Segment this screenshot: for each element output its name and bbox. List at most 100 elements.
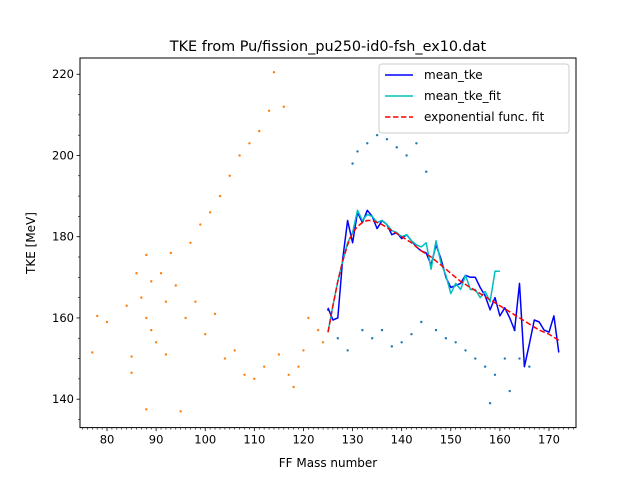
scatter-point (277, 353, 281, 356)
fit-lines (327, 209, 560, 368)
scatter-point (356, 150, 359, 153)
scatter-point (420, 320, 423, 324)
scatter-point (204, 332, 207, 336)
scatter-point (218, 194, 222, 198)
scatter-point (145, 408, 148, 411)
scatter-point (130, 355, 133, 358)
scatter-point (272, 71, 276, 74)
x-tick-label: 110 (243, 433, 265, 447)
x-tick-label: 150 (440, 433, 462, 447)
scatter-point (508, 389, 511, 393)
scatter-point (434, 328, 438, 332)
x-axis-label: FF Mass number (279, 456, 378, 470)
y-tick-label: 160 (52, 311, 74, 325)
y-tick-label: 180 (52, 230, 74, 244)
scatter-point (105, 320, 109, 324)
scatter-point (174, 284, 177, 287)
scatter-point (405, 154, 408, 157)
scatter-point (297, 365, 300, 368)
scatter-point (248, 142, 251, 145)
x-tick-label: 140 (391, 433, 413, 447)
scatter-point (518, 357, 521, 360)
scatter-point (493, 373, 497, 376)
scatter-point (321, 341, 325, 344)
x-axis: 80 90 100 110 120 130 140 150 160 170 (82, 427, 574, 447)
x-tick-label: 160 (489, 433, 511, 447)
scatter-point (267, 109, 271, 113)
scatter-point (208, 211, 212, 214)
chart-title: TKE from Pu/fission_pu250-id0-fsh_ex10.d… (169, 39, 487, 55)
y-axis: 140 160 180 200 220 (52, 67, 80, 420)
scatter-point (375, 133, 379, 137)
y-tick-label: 140 (52, 392, 74, 406)
x-tick-label: 100 (194, 433, 216, 447)
scatter-point (243, 373, 246, 376)
scatter-point (150, 280, 153, 283)
scatter-point (184, 316, 187, 320)
x-tick-label: 130 (342, 433, 364, 447)
scatter-point (125, 304, 128, 307)
scatter-point (528, 365, 531, 368)
y-tick-label: 220 (52, 67, 74, 81)
legend-label: exponential func. fit (424, 110, 545, 124)
scatter-point (179, 410, 182, 413)
scatter-point (425, 170, 428, 173)
series-line (327, 219, 560, 341)
scatter-point (415, 142, 418, 145)
scatter-point (380, 328, 384, 332)
scatter-point (282, 105, 286, 108)
scatter-point (351, 162, 354, 165)
scatter-point (395, 146, 398, 149)
scatter-point (95, 314, 99, 318)
legend-label: mean_tke_fit (424, 89, 501, 103)
light-fragment-scatter (91, 71, 325, 413)
scatter-point (213, 312, 217, 316)
scatter-point (145, 316, 148, 320)
series-line (327, 209, 500, 333)
scatter-point (189, 241, 192, 244)
x-tick-label: 170 (538, 433, 560, 447)
scatter-point (307, 316, 310, 320)
scatter-point (262, 365, 266, 368)
scatter-point (258, 129, 261, 133)
scatter-point (159, 272, 163, 275)
scatter-point (346, 349, 349, 352)
scatter-point (130, 371, 133, 374)
y-axis-label: TKE [MeV] (24, 212, 38, 275)
scatter-point (199, 223, 202, 226)
scatter-point (410, 332, 413, 336)
scatter-point (302, 349, 305, 352)
scatter-point (316, 328, 320, 332)
scatter-point (145, 253, 148, 257)
x-tick-label: 120 (292, 433, 314, 447)
scatter-point (91, 351, 94, 354)
scatter-point (454, 341, 457, 344)
scatter-point (154, 341, 158, 344)
scatter-point (223, 357, 227, 360)
scatter-point (464, 349, 467, 352)
scatter-point (238, 154, 241, 157)
scatter-point (287, 373, 290, 376)
x-tick-label: 80 (100, 433, 115, 447)
scatter-point (140, 296, 143, 299)
legend-label: mean_tke (424, 68, 483, 82)
scatter-point (361, 328, 364, 332)
scatter-point (194, 300, 197, 303)
scatter-point (370, 337, 374, 340)
legend-box (378, 63, 570, 134)
scatter-point (474, 357, 477, 360)
scatter-point (150, 328, 153, 332)
scatter-point (400, 341, 403, 344)
scatter-point (488, 402, 492, 405)
scatter-point (135, 272, 138, 275)
scatter-point (336, 337, 340, 340)
scatter-point (444, 337, 448, 340)
x-tick-label: 90 (149, 433, 164, 447)
scatter-point (503, 357, 506, 360)
scatter-point (366, 142, 369, 145)
scatter-point (483, 365, 487, 368)
scatter-point (233, 349, 236, 352)
scatter-point (228, 174, 231, 177)
y-tick-label: 200 (52, 148, 74, 162)
